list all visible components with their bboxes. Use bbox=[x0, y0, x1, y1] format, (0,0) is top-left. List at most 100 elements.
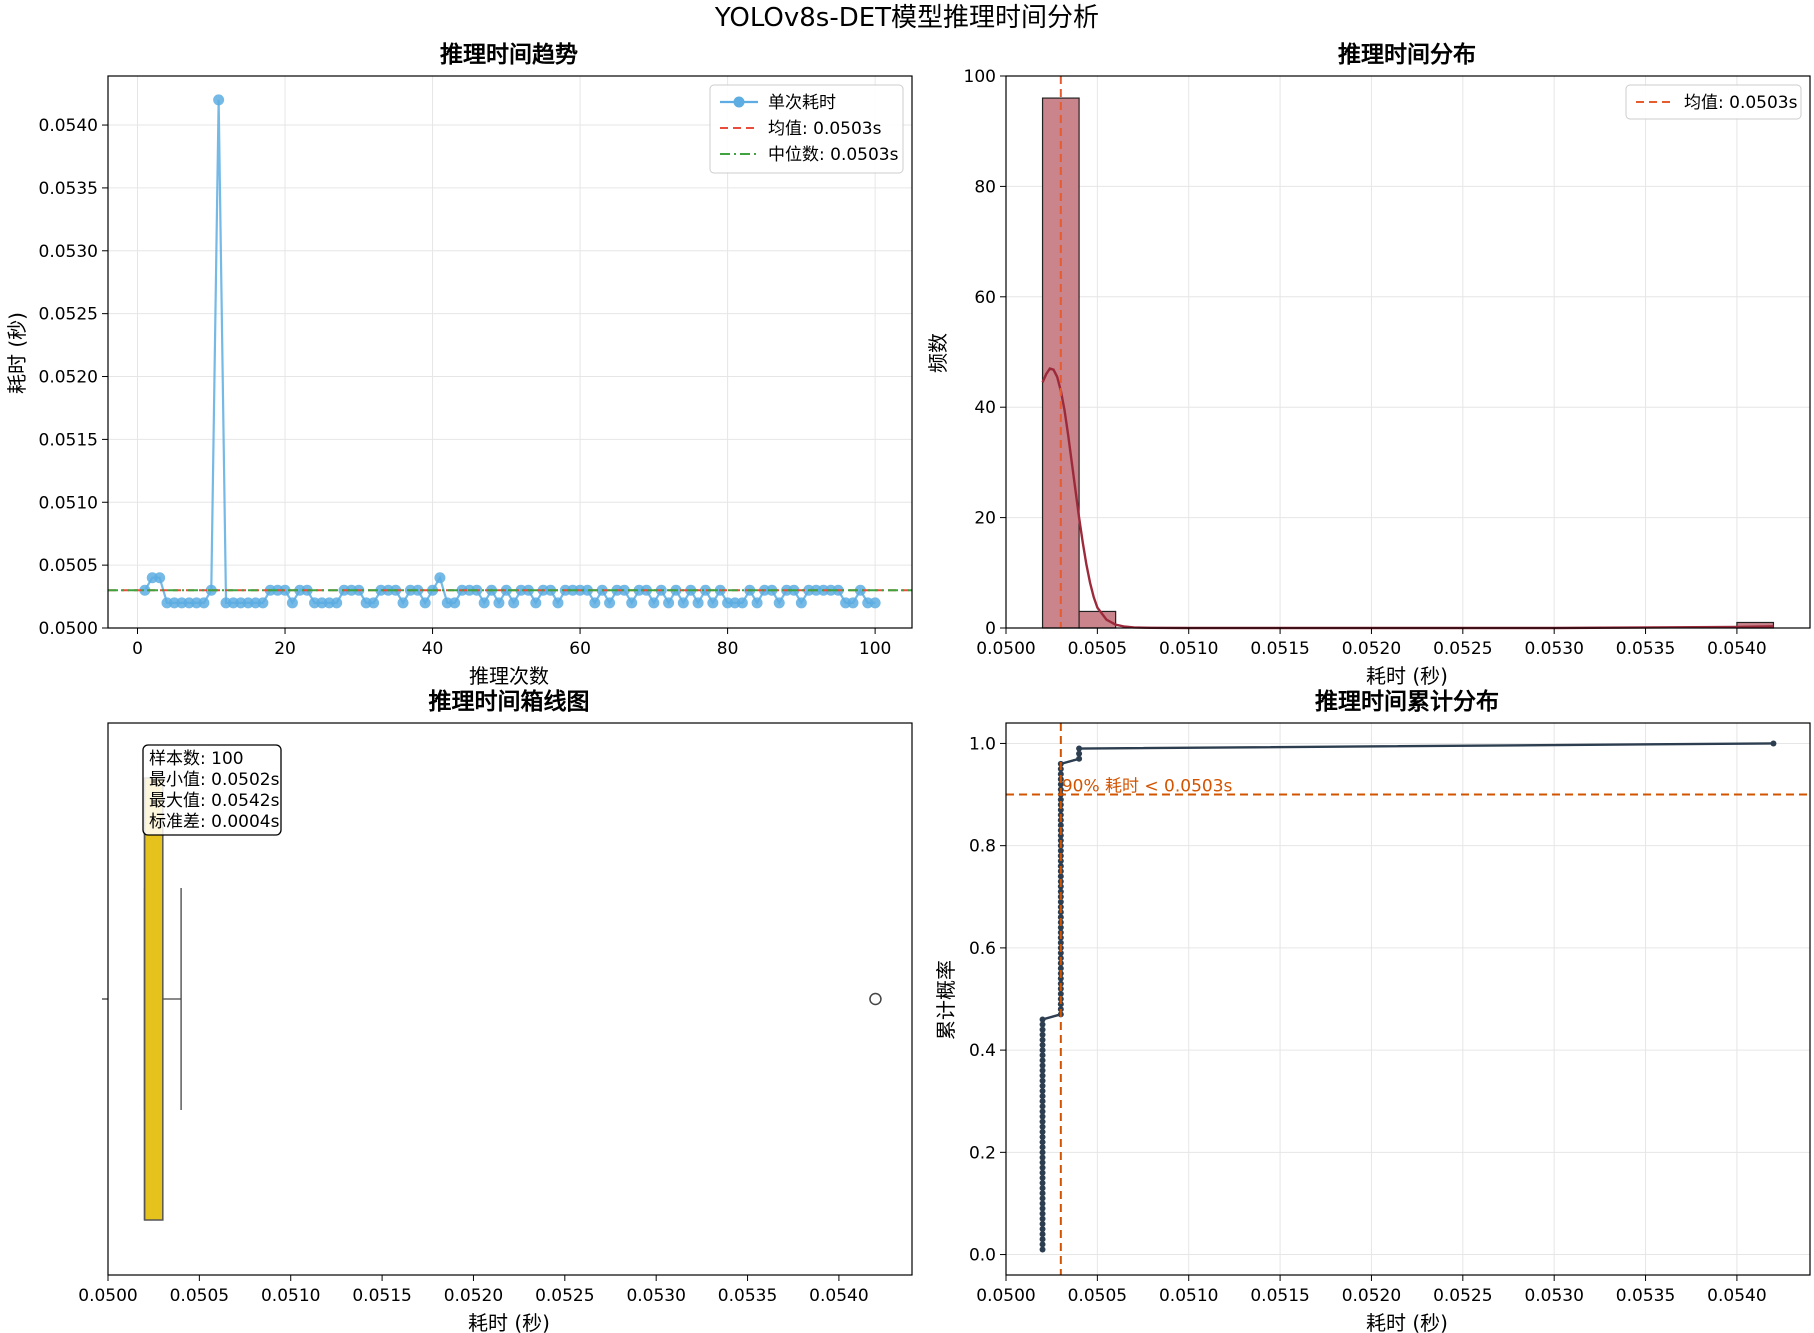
cdf-point-45 bbox=[1039, 1021, 1046, 1028]
cdf-point-18 bbox=[1039, 1159, 1046, 1166]
hist-xtick-label-0: 0.0500 bbox=[976, 639, 1035, 659]
cdf-point-51 bbox=[1057, 990, 1064, 997]
cdf-point-29 bbox=[1039, 1103, 1046, 1110]
box-xtick-label-2: 0.0510 bbox=[261, 1286, 320, 1306]
cdf-point-56 bbox=[1057, 965, 1064, 972]
trend-xtick-label-1: 20 bbox=[274, 639, 296, 659]
cdf-point-13 bbox=[1039, 1185, 1046, 1192]
cdf-xtick-label-1: 0.0505 bbox=[1068, 1286, 1127, 1306]
cdf-point-22 bbox=[1039, 1139, 1046, 1146]
trend-ytick-label-8: 0.0540 bbox=[39, 116, 98, 136]
cdf-point-16 bbox=[1039, 1169, 1046, 1176]
trend-point-36 bbox=[397, 597, 409, 609]
cdf-point-5 bbox=[1039, 1226, 1046, 1232]
box-xlabel: 耗时 (秒) bbox=[468, 1311, 550, 1333]
trend-ytick-label-1: 0.0505 bbox=[39, 556, 98, 576]
cdf-point-10 bbox=[1039, 1200, 1046, 1207]
hist-xtick-label-7: 0.0535 bbox=[1616, 639, 1675, 659]
cdf-xlabel: 耗时 (秒) bbox=[1366, 1311, 1448, 1333]
hist-xtick-label-4: 0.0520 bbox=[1342, 639, 1401, 659]
cdf-point-39 bbox=[1039, 1052, 1046, 1059]
trend-xtick-label-5: 100 bbox=[859, 639, 891, 659]
trend-legend-dot-marker bbox=[733, 96, 745, 108]
cdf-point-87 bbox=[1057, 806, 1064, 813]
cdf-xtick-label-8: 0.0540 bbox=[1707, 1286, 1766, 1306]
box-stats-line-2: 最小值: 0.0502s bbox=[149, 770, 280, 790]
box-outlier-1 bbox=[869, 992, 882, 1006]
cdf-point-21 bbox=[1039, 1144, 1046, 1151]
trend-point-32 bbox=[368, 597, 380, 609]
cdf-point-36 bbox=[1039, 1067, 1046, 1074]
cdf-point-40 bbox=[1039, 1047, 1046, 1054]
cdf-point-14 bbox=[1039, 1180, 1046, 1186]
hist-ytick-label-1: 20 bbox=[974, 509, 996, 529]
cdf-xtick-label-5: 0.0525 bbox=[1433, 1286, 1492, 1306]
cdf-point-3 bbox=[1039, 1236, 1046, 1243]
trend-ytick-label-5: 0.0525 bbox=[39, 305, 98, 325]
cdf-point-8 bbox=[1039, 1210, 1046, 1217]
trend-ytick-label-4: 0.0520 bbox=[39, 368, 98, 388]
trend-point-51 bbox=[508, 597, 520, 609]
trend-series-line bbox=[143, 99, 876, 606]
cdf-point-64 bbox=[1057, 924, 1064, 931]
cdf-point-1 bbox=[1039, 1246, 1046, 1253]
box-stats-line-3: 最大值: 0.0542s bbox=[149, 791, 280, 811]
cdf-point-33 bbox=[1039, 1082, 1046, 1089]
cdf-point-4 bbox=[1039, 1231, 1046, 1238]
trend-xtick-label-3: 60 bbox=[569, 639, 591, 659]
trend-point-17 bbox=[257, 597, 269, 609]
cdf-point-19 bbox=[1039, 1154, 1046, 1161]
box-xtick-label-3: 0.0515 bbox=[352, 1286, 411, 1306]
trend-xtick-label-0: 0 bbox=[132, 639, 143, 659]
hist-legend-label-mean: 均值: 0.0503s bbox=[1684, 93, 1798, 113]
trend-point-72 bbox=[663, 597, 675, 609]
box-xtick-label-4: 0.0520 bbox=[444, 1286, 503, 1306]
trend-title: 推理时间趋势 bbox=[440, 42, 578, 68]
trend-point-98 bbox=[854, 584, 866, 596]
cdf-line bbox=[1041, 742, 1774, 1250]
hist-ytick-label-0: 0 bbox=[985, 619, 996, 639]
cdf-point-9 bbox=[1039, 1205, 1046, 1212]
cdf-point-99 bbox=[1076, 745, 1083, 752]
cdf-point-28 bbox=[1039, 1108, 1046, 1115]
hist-xlabel: 耗时 (秒) bbox=[1366, 664, 1448, 688]
cdf-point-6 bbox=[1039, 1220, 1046, 1227]
cdf-xtick-label-2: 0.0510 bbox=[1159, 1286, 1218, 1306]
trend-point-62 bbox=[589, 597, 601, 609]
trend-legend-label-mean: 均值: 0.0503s bbox=[768, 119, 882, 139]
trend-point-50 bbox=[500, 584, 512, 596]
trend-point-74 bbox=[677, 597, 689, 609]
trend-point-3 bbox=[154, 572, 166, 584]
box-stats-line-4: 标准差: 0.0004s bbox=[149, 812, 280, 832]
trend-legend-label-series: 单次耗时 bbox=[768, 93, 836, 113]
hist-xtick-label-6: 0.0530 bbox=[1524, 639, 1583, 659]
cdf-point-46 bbox=[1039, 1016, 1046, 1023]
trend-point-97 bbox=[847, 597, 859, 609]
trend-point-20 bbox=[279, 584, 291, 596]
hist-xtick-label-1: 0.0505 bbox=[1068, 639, 1127, 659]
cdf-xtick-label-0: 0.0500 bbox=[976, 1286, 1035, 1306]
trend-point-43 bbox=[449, 597, 461, 609]
cdf-point-92 bbox=[1057, 781, 1064, 788]
cdf-point-24 bbox=[1039, 1128, 1046, 1135]
cdf-point-54 bbox=[1057, 975, 1064, 982]
cdf-point-20 bbox=[1039, 1149, 1046, 1156]
box-xtick-label-5: 0.0525 bbox=[535, 1286, 594, 1306]
hist-ylabel: 频数 bbox=[926, 333, 950, 373]
cdf-point-41 bbox=[1039, 1042, 1046, 1048]
trend-xtick-label-2: 40 bbox=[422, 639, 444, 659]
cdf-axes-frame bbox=[1005, 722, 1811, 1276]
box-xtick-label-8: 0.0540 bbox=[809, 1286, 868, 1306]
cdf-point-97 bbox=[1076, 755, 1083, 762]
cdf-point-44 bbox=[1039, 1026, 1046, 1033]
box-xtick-label-1: 0.0505 bbox=[170, 1286, 229, 1306]
hist-ytick-label-4: 80 bbox=[974, 177, 996, 197]
hist-ytick-label-5: 100 bbox=[964, 67, 996, 87]
cdf-point-49 bbox=[1057, 1001, 1064, 1008]
cdf-point-17 bbox=[1039, 1164, 1046, 1171]
cdf-point-84 bbox=[1057, 822, 1064, 829]
cdf-point-34 bbox=[1039, 1077, 1046, 1084]
cdf-panel: 推理时间累计分布 耗时 (秒) 累计概率 90% 耗时 < 0.0503s 0.0… bbox=[934, 688, 1811, 1333]
cdf-point-94 bbox=[1057, 771, 1064, 778]
cdf-point-82 bbox=[1057, 832, 1064, 839]
